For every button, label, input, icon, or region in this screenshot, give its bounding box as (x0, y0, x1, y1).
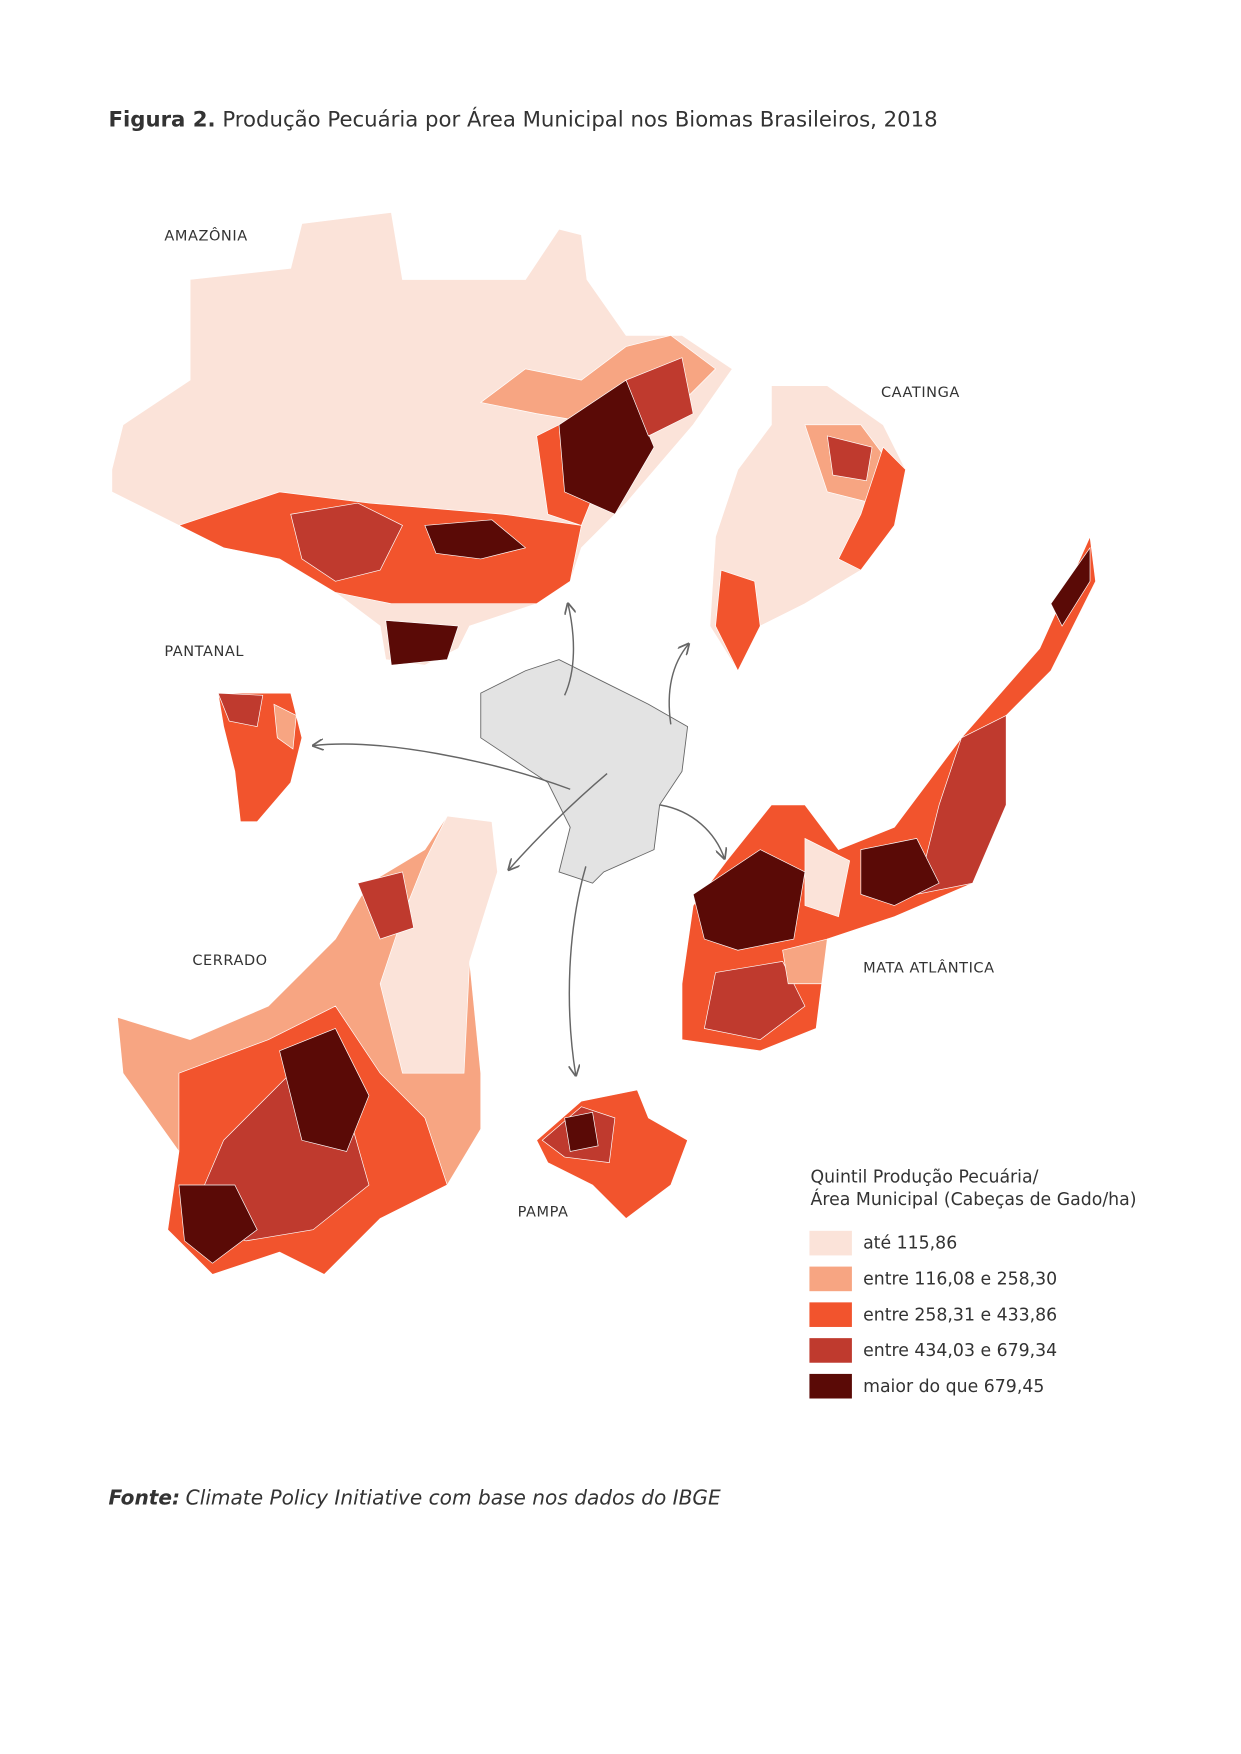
region-label: CAATINGA (881, 385, 960, 401)
legend-label: maior do que 679,45 (863, 1377, 1044, 1397)
legend-title: Área Municipal (Cabeças de Gado/ha) (811, 1188, 1137, 1210)
legend-swatch (809, 1338, 852, 1363)
map-area (1050, 546, 1091, 627)
region-label: AMAZÔNIA (164, 226, 247, 244)
map-area (715, 569, 761, 672)
map-area (564, 1111, 599, 1152)
map-area (625, 357, 694, 437)
figure-title-text: Produção Pecuária por Área Municipal nos… (222, 106, 937, 132)
figure-label: Figura 2. (108, 107, 215, 132)
region-label: CERRADO (192, 953, 267, 969)
map-area (379, 815, 498, 1074)
brazil-locator (480, 659, 689, 884)
map-area (279, 1028, 370, 1152)
map-area (385, 620, 459, 666)
map-area (273, 703, 297, 750)
map-area (178, 1184, 258, 1264)
legend-label: entre 434,03 e 679,34 (863, 1341, 1057, 1361)
map-area (860, 838, 940, 906)
figure-title: Figura 2. Produção Pecuária por Área Muni… (108, 106, 937, 132)
map-area (217, 692, 264, 728)
legend-label: até 115,86 (863, 1234, 957, 1254)
map-area (558, 379, 655, 515)
region-label: MATA ATLÂNTICA (863, 959, 995, 977)
pampa-map (536, 1089, 688, 1219)
caatinga-map (709, 385, 906, 672)
legend-swatch (809, 1230, 852, 1256)
legend-swatch (809, 1373, 852, 1399)
map-area (424, 519, 527, 560)
legend: Quintil Produção Pecuária/ Área Municipa… (809, 1168, 1136, 1399)
source: Fonte: Climate Policy Initiative com base… (108, 1486, 721, 1510)
arrows (313, 604, 724, 1076)
legend-label: entre 258,31 e 433,86 (863, 1305, 1057, 1325)
legend-title: Quintil Produção Pecuária/ (811, 1168, 1039, 1188)
mata-atlantica-map (681, 535, 1096, 1052)
pantanal-map (217, 692, 303, 822)
source-label: Fonte: (108, 1486, 180, 1510)
legend-swatch (809, 1302, 852, 1327)
amazonia-map (111, 212, 733, 666)
map-area (703, 961, 806, 1041)
map-area (782, 938, 828, 985)
map-area (804, 837, 851, 918)
map-area (536, 1089, 688, 1219)
map-area (916, 714, 1007, 895)
legend-swatch (809, 1266, 852, 1292)
map-area (838, 446, 906, 571)
legend-label: entre 116,08 e 258,30 (863, 1269, 1057, 1289)
region-label: PANTANAL (164, 644, 244, 660)
map-area (692, 849, 806, 951)
map-area (357, 871, 415, 940)
map-area (826, 435, 873, 482)
region-label: PAMPA (518, 1204, 569, 1220)
map-area (290, 502, 403, 582)
source-text: Climate Policy Initiative com base nos d… (186, 1486, 721, 1510)
cerrado-map (117, 815, 498, 1275)
